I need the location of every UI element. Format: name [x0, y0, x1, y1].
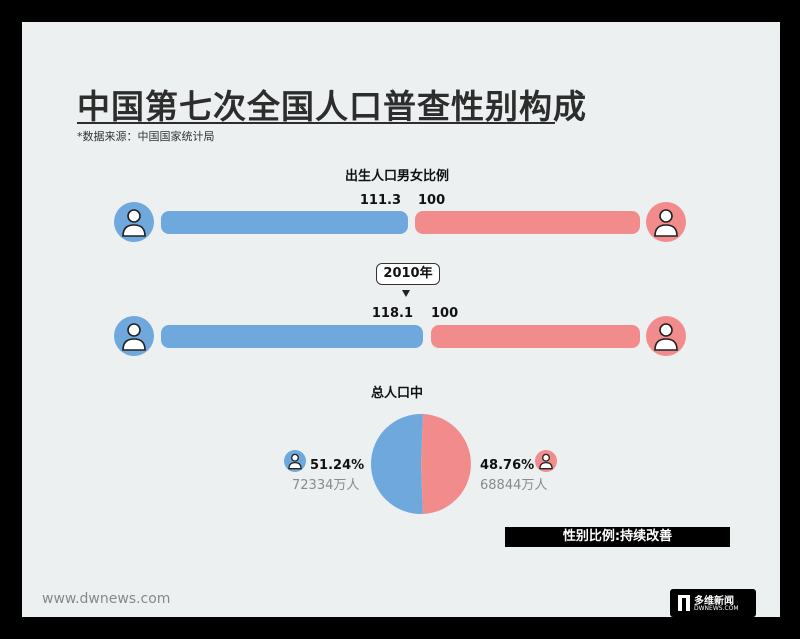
page-title: 中国第七次全国人口普查性别构成 — [77, 87, 587, 126]
birth-ratio-heading: 出生人口男女比例 — [344, 169, 450, 184]
down-arrow-icon — [402, 290, 410, 297]
logo-text: 多维新闻 — [694, 596, 734, 607]
2010-male-value: 118.1 — [371, 306, 413, 321]
female-person-icon — [535, 450, 557, 472]
male-percentage: 51.24% — [310, 458, 365, 473]
female-person-icon — [646, 202, 686, 242]
infographic-card: 中国第七次全国人口普查性别构成 *数据来源：中国国家统计局 出生人口男女比例 1… — [22, 22, 780, 617]
female-person-icon — [646, 316, 686, 356]
birth-male-value: 111.3 — [359, 193, 401, 208]
birth-female-value: 100 — [418, 193, 446, 208]
male-person-icon — [114, 202, 154, 242]
title-underline — [77, 122, 555, 124]
male-population: 72334万人 — [292, 478, 360, 493]
pie-slice-female — [421, 414, 471, 514]
male-person-icon — [114, 316, 154, 356]
population-pie — [370, 413, 471, 514]
data-source: *数据来源：中国国家统计局 — [77, 130, 215, 143]
conclusion-banner: 性别比例:持续改善 — [505, 527, 730, 547]
2010-female-bar — [431, 325, 640, 348]
logo-subtext: DWNEWS.COM — [694, 605, 739, 612]
year-2010-label: 2010年 — [376, 263, 440, 285]
birth-male-bar — [161, 211, 408, 234]
2010-female-value: 100 — [431, 306, 459, 321]
logo-mark-icon — [678, 595, 690, 611]
population-heading: 总人口中 — [370, 386, 424, 401]
birth-female-bar — [415, 211, 640, 234]
footer-url[interactable]: www.dwnews.com — [42, 591, 171, 607]
dwnews-logo: 多维新闻 DWNEWS.COM — [670, 589, 756, 617]
pie-slice-male — [370, 413, 423, 514]
male-person-icon — [284, 450, 306, 472]
female-percentage: 48.76% — [480, 458, 535, 473]
female-population: 68844万人 — [480, 478, 548, 493]
2010-male-bar — [161, 325, 423, 348]
